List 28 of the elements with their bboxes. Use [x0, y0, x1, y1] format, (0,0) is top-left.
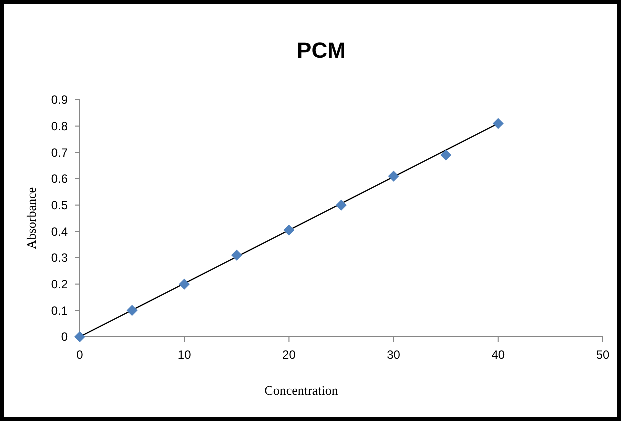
y-tick-label: 0.9	[51, 93, 68, 108]
x-tick-label: 10	[178, 348, 192, 362]
point	[440, 150, 452, 161]
x-tick-label: 0	[76, 348, 84, 362]
y-tick-label: 0.3	[51, 251, 68, 266]
point	[231, 250, 242, 261]
point	[126, 305, 138, 316]
x-tick-label: 50	[596, 348, 610, 362]
point	[388, 170, 400, 182]
point	[284, 224, 295, 236]
y-tick-label: 0.6	[51, 172, 68, 186]
x-tick-label: 40	[492, 348, 506, 362]
y-tick-label: 0.2	[51, 278, 68, 292]
point	[74, 332, 86, 342]
point	[179, 278, 190, 290]
x-axis-title: Concentration	[264, 383, 339, 398]
point	[336, 200, 347, 211]
x-tick-label: 30	[387, 348, 401, 362]
y-tick-label: 0.1	[51, 304, 68, 318]
y-axis-title: Absorbance	[24, 187, 39, 250]
point	[492, 118, 504, 130]
y-tick-label: 0.8	[51, 120, 68, 134]
y-tick-label: 0.4	[51, 224, 68, 239]
y-tick-label: 0.5	[51, 198, 68, 213]
chart-title: PCM	[297, 38, 346, 63]
y-tick-label: 0.7	[51, 146, 68, 160]
y-tick-label: 0	[61, 330, 68, 344]
x-tick-label: 20	[282, 348, 296, 362]
